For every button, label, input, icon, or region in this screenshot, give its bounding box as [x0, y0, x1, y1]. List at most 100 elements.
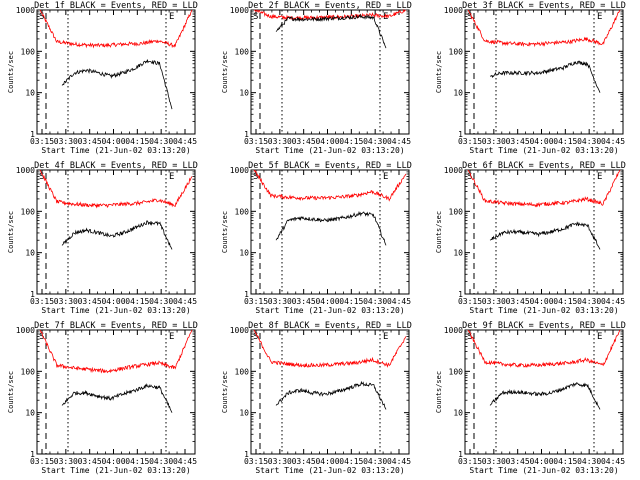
x-tick-label: 04:15 — [339, 297, 363, 306]
x-tick-label: 03:15 — [458, 297, 482, 306]
y-axis-label: Counts/sec — [221, 211, 229, 253]
x-axis-label: Start Time (21-Jun-02 03:13:20) — [469, 466, 618, 475]
panel-title: Det 5f BLACK = Events, RED = LLD — [248, 161, 412, 171]
y-axis-label: Counts/sec — [435, 371, 443, 413]
x-tick-label: 04:00 — [529, 297, 553, 306]
lld-rate-series — [253, 8, 407, 21]
panel-title: Det 9f BLACK = Events, RED = LLD — [462, 321, 626, 331]
y-tick-label: 1000 — [230, 6, 249, 15]
x-tick-label: 03:45 — [292, 137, 316, 146]
x-tick-label: 03:30 — [54, 137, 78, 146]
y-tick-label: 1000 — [444, 166, 463, 175]
x-tick-label: 04:00 — [101, 137, 125, 146]
x-tick-label: 03:30 — [482, 137, 506, 146]
y-tick-label: 10 — [25, 409, 35, 418]
y-tick-label: 1000 — [16, 326, 35, 335]
plot-frame — [464, 169, 624, 295]
y-tick-label: 1 — [30, 130, 35, 139]
y-axis-label: Counts/sec — [7, 211, 15, 253]
y-tick-label: 1 — [30, 450, 35, 459]
panel-9: Det 9f BLACK = Events, RED = LLD 1 10 100 10… — [435, 321, 626, 475]
panel-title: Det 6f BLACK = Events, RED = LLD — [462, 161, 626, 171]
panel-title: Det 7f BLACK = Events, RED = LLD — [34, 321, 198, 331]
x-tick-label: 04:15 — [553, 457, 577, 466]
y-axis-label: Counts/sec — [221, 51, 229, 93]
x-tick-label: 03:45 — [78, 457, 102, 466]
event-rate-series — [275, 13, 387, 49]
y-tick-label: 1000 — [444, 6, 463, 15]
x-tick-label: 04:00 — [529, 137, 553, 146]
lld-rate-series — [467, 169, 621, 208]
x-tick-label: 03:15 — [244, 457, 268, 466]
lld-rate-series — [39, 169, 193, 209]
x-axis-label: Start Time (21-Jun-02 03:13:20) — [255, 306, 404, 315]
x-tick-label: 04:00 — [315, 137, 339, 146]
y-tick-label: 10 — [25, 249, 35, 258]
y-tick-label: 1000 — [230, 166, 249, 175]
x-tick-label: 03:15 — [30, 137, 54, 146]
y-tick-label: 1 — [458, 450, 463, 459]
y-tick-label: 1 — [458, 290, 463, 299]
start-marker-label: S — [39, 172, 44, 182]
event-rate-series — [489, 382, 601, 410]
plot-frame — [464, 329, 624, 455]
y-tick-label: 100 — [235, 47, 250, 56]
x-tick-label: 03:30 — [268, 457, 292, 466]
x-tick-label: 04:30 — [363, 457, 387, 466]
x-tick-label: 03:45 — [78, 297, 102, 306]
x-tick-label: 04:45 — [173, 137, 197, 146]
x-tick-label: 04:30 — [577, 457, 601, 466]
end-marker-label: E — [383, 172, 388, 182]
panel-3: Det 3f BLACK = Events, RED = LLD 1 10 100 10… — [435, 1, 626, 155]
y-tick-label: 1 — [244, 130, 249, 139]
y-tick-label: 1000 — [230, 326, 249, 335]
y-tick-label: 10 — [453, 249, 463, 258]
y-tick-label: 1000 — [16, 166, 35, 175]
x-axis-label: Start Time (21-Jun-02 03:13:20) — [41, 466, 190, 475]
x-tick-label: 03:15 — [244, 137, 268, 146]
panel-title: Det 8f BLACK = Events, RED = LLD — [248, 321, 412, 331]
x-tick-label: 04:30 — [363, 297, 387, 306]
x-tick-label: 04:00 — [529, 457, 553, 466]
x-tick-label: 03:45 — [292, 457, 316, 466]
event-rate-series — [489, 221, 601, 250]
y-axis-label: Counts/sec — [221, 371, 229, 413]
x-tick-label: 04:45 — [601, 137, 625, 146]
x-axis-label: Start Time (21-Jun-02 03:13:20) — [469, 146, 618, 155]
plot-frame — [250, 169, 410, 295]
plot-frame — [250, 329, 410, 455]
panel-8: Det 8f BLACK = Events, RED = LLD 1 10 100 10… — [221, 321, 412, 475]
y-tick-label: 100 — [449, 367, 464, 376]
start-marker-label: S — [39, 12, 44, 22]
end-marker-label: E — [597, 332, 602, 342]
event-rate-series — [489, 60, 601, 93]
x-tick-label: 04:30 — [363, 137, 387, 146]
y-tick-label: 1 — [244, 450, 249, 459]
x-tick-label: 04:45 — [387, 297, 411, 306]
end-marker-label: E — [169, 12, 174, 22]
x-tick-label: 03:15 — [30, 457, 54, 466]
end-marker-label: E — [169, 332, 174, 342]
x-tick-label: 03:30 — [482, 297, 506, 306]
x-tick-label: 03:45 — [506, 297, 530, 306]
x-tick-label: 03:45 — [506, 137, 530, 146]
x-tick-label: 04:45 — [387, 137, 411, 146]
end-marker-label: E — [597, 12, 602, 22]
panel-title: Det 3f BLACK = Events, RED = LLD — [462, 1, 626, 11]
y-axis-label: Counts/sec — [435, 51, 443, 93]
x-tick-label: 04:30 — [149, 297, 173, 306]
y-tick-label: 10 — [239, 249, 249, 258]
x-tick-label: 04:30 — [577, 137, 601, 146]
y-tick-label: 100 — [449, 207, 464, 216]
panel-1: Det 1f BLACK = Events, RED = LLD 1 10 100 10… — [7, 1, 198, 155]
x-tick-label: 03:15 — [458, 137, 482, 146]
x-tick-label: 03:30 — [482, 457, 506, 466]
x-tick-label: 04:45 — [601, 457, 625, 466]
x-tick-label: 04:15 — [553, 297, 577, 306]
y-tick-label: 100 — [235, 207, 250, 216]
y-axis-label: Counts/sec — [7, 371, 15, 413]
panel-4: Det 4f BLACK = Events, RED = LLD 1 10 100 10… — [7, 161, 198, 315]
x-tick-label: 04:15 — [339, 137, 363, 146]
start-marker-label: S — [467, 12, 472, 22]
x-tick-label: 04:00 — [101, 457, 125, 466]
